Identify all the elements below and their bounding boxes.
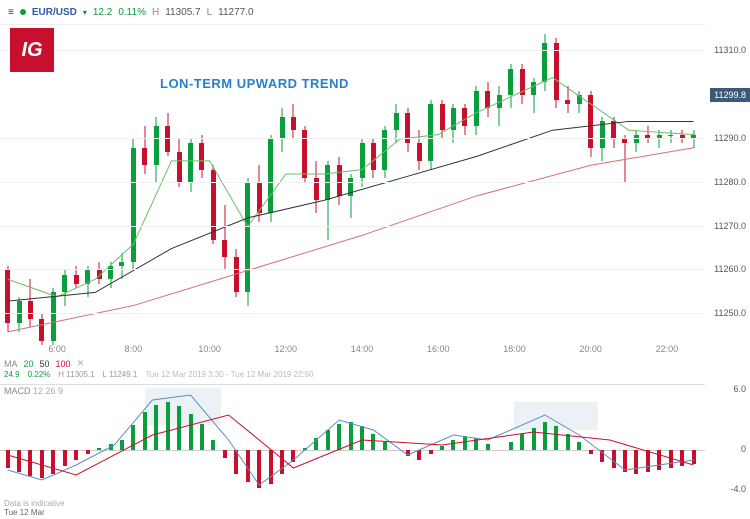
chart-footer: Data is indicative Tue 12 Mar <box>0 497 68 519</box>
range-info: 24.9 0.22% H 11305.1 L 11249.1 Tue 12 Ma… <box>4 370 314 379</box>
y-tick: 11310.0 <box>714 45 746 55</box>
price-change: 12.2 <box>93 7 112 18</box>
macd-chart[interactable] <box>0 384 705 494</box>
x-tick: 10:00 <box>198 344 221 354</box>
y-tick: 11250.0 <box>714 308 746 318</box>
broker-logo: IG <box>10 28 54 72</box>
y-tick: 11280.0 <box>714 177 746 187</box>
x-tick: 8:00 <box>125 344 143 354</box>
symbol-label[interactable]: EUR/USD <box>32 7 77 18</box>
price-chart[interactable] <box>0 24 705 344</box>
x-tick: 20:00 <box>579 344 602 354</box>
trend-annotation: LON-TERM UPWARD TREND <box>160 76 349 91</box>
y-tick: 11260.0 <box>714 264 746 274</box>
current-price-badge: 11299.8 <box>710 88 750 102</box>
price-change-pct: 0.11% <box>118 7 146 18</box>
low-label: L <box>207 7 213 18</box>
x-tick: 16:00 <box>427 344 450 354</box>
x-tick: 14:00 <box>351 344 374 354</box>
y-tick: 11270.0 <box>714 221 746 231</box>
range-low: 11249.1 <box>109 370 137 379</box>
date-label: Tue 12 Mar <box>4 508 64 517</box>
disclaimer: Data is indicative <box>4 499 64 508</box>
chart-header: ≡ EUR/USD ▾ 12.2 0.11% H 11305.7 L 11277… <box>0 0 750 24</box>
range-high-label: H <box>58 370 64 379</box>
menu-icon[interactable]: ≡ <box>8 7 14 18</box>
ma-period-50: 50 <box>40 359 50 369</box>
low-value: 11277.0 <box>218 7 253 18</box>
macd-y-tick: 6.0 <box>733 384 746 394</box>
x-tick: 22:00 <box>656 344 679 354</box>
macd-y-tick: 0 <box>741 444 746 454</box>
x-tick: 12:00 <box>275 344 298 354</box>
range-time: Tue 12 Mar 2019 3:30 - Tue 12 Mar 2019 2… <box>145 370 313 379</box>
time-x-axis: 6:00 8:00 10:00 12:00 14:00 16:00 18:00 20:00 22… <box>0 344 705 358</box>
status-dot <box>20 9 26 15</box>
ma-period-20: 20 <box>24 359 34 369</box>
x-tick: 6:00 <box>48 344 66 354</box>
x-tick: 18:00 <box>503 344 526 354</box>
ma-label: MA <box>4 359 18 369</box>
range-low-label: L <box>103 370 107 379</box>
range-change-pct: 0.22% <box>28 370 51 379</box>
y-tick: 11290.0 <box>714 133 746 143</box>
range-high: 11305.1 <box>66 370 94 379</box>
high-value: 11305.7 <box>165 7 200 18</box>
ma-indicator-info: MA 20 50 100 ✕ <box>4 358 84 369</box>
ma-period-100: 100 <box>56 359 71 369</box>
macd-y-tick: -4.0 <box>730 484 746 494</box>
high-label: H <box>152 7 159 18</box>
range-change: 24.9 <box>4 370 20 379</box>
macd-y-axis: -4.0 0 6.0 <box>705 384 750 494</box>
dropdown-icon[interactable]: ▾ <box>83 8 87 17</box>
price-y-axis: 11250.0 11260.0 11270.0 11280.0 11290.0 11299… <box>705 24 750 344</box>
close-icon[interactable]: ✕ <box>77 358 85 369</box>
